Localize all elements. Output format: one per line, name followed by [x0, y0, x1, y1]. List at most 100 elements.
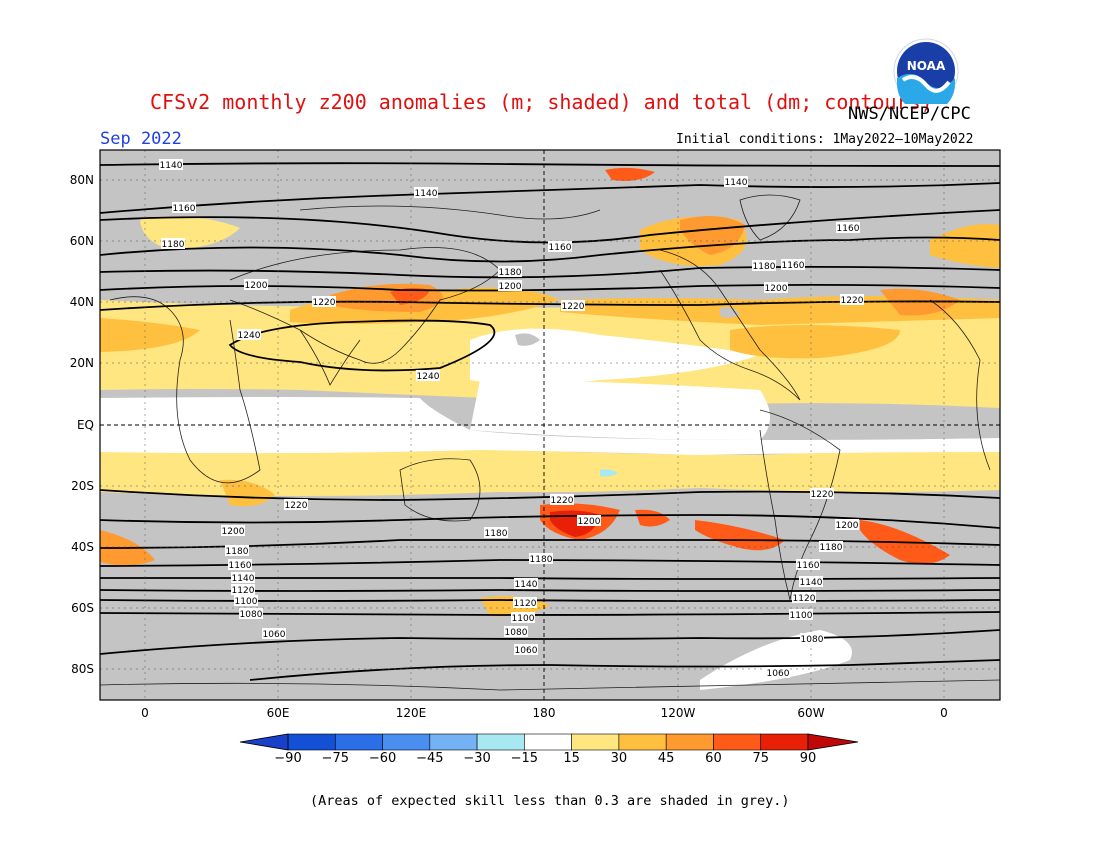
contour-label: 1160 — [229, 561, 252, 571]
contour-label: 1200 — [578, 517, 601, 527]
contour-label: 1220 — [313, 298, 336, 308]
colorbar-cell — [476, 733, 525, 751]
colorbar-tick-label: −60 — [368, 751, 397, 766]
contour-label-bg — [225, 545, 249, 556]
contour-label-bg — [561, 300, 585, 311]
colorbar — [239, 733, 859, 751]
contour-label: 1220 — [285, 501, 308, 511]
contour-label: 1200 — [245, 281, 268, 291]
lat-label: 80S — [71, 662, 94, 676]
contour-label: 1080 — [240, 610, 263, 620]
lat-label: 60S — [71, 601, 94, 615]
contour-label-bg — [529, 553, 553, 564]
contour-label: 1120 — [232, 586, 255, 596]
contour-label-bg — [796, 559, 820, 570]
contour-label-bg — [724, 176, 748, 187]
lon-label: 120W — [660, 706, 696, 720]
contour-label: 1080 — [801, 635, 824, 645]
contour-label-bg — [835, 519, 859, 530]
lon-label: 60W — [797, 706, 825, 720]
contour-label: 1140 — [232, 574, 255, 584]
contour-label: 1160 — [173, 204, 196, 214]
contour-label-bg — [159, 159, 183, 170]
contour-label: 1160 — [549, 243, 572, 253]
chart-title: CFSv2 monthly z200 anomalies (m; shaded)… — [150, 90, 933, 114]
contour-label: 1100 — [790, 611, 813, 621]
colorbar-tick-label: 60 — [705, 751, 722, 766]
contour-label-bg — [792, 592, 816, 603]
contour-label-bg — [262, 628, 286, 639]
contour-label-bg — [577, 515, 601, 526]
agency-label: NWS/NCEP/CPC — [848, 104, 971, 124]
colorbar-tick-label: 90 — [799, 751, 817, 766]
contour-label: 1160 — [782, 261, 805, 271]
contour-label-bg — [766, 667, 790, 678]
initial-conditions: Initial conditions: 1May2022—10May2022 — [676, 132, 974, 147]
contour-label-bg — [498, 266, 522, 277]
contour-label: 1200 — [499, 282, 522, 292]
colorbar-cell — [429, 733, 478, 751]
contour-label-bg — [221, 525, 245, 536]
contour-label-bg — [752, 260, 776, 271]
contour-label: 1180 — [530, 555, 553, 565]
colorbar-tick-label: 45 — [657, 751, 675, 766]
contour-label-bg — [414, 187, 438, 198]
contour-label: 1140 — [415, 189, 438, 199]
contour-label-bg — [513, 597, 537, 608]
contour-label: 1140 — [160, 161, 183, 171]
contour-label: 1240 — [238, 331, 261, 341]
contour-label: 1060 — [263, 630, 286, 640]
contour-label-bg — [800, 633, 824, 644]
lat-label: 40S — [71, 540, 94, 554]
contour-label-bg — [514, 644, 538, 655]
contour-label-bg — [799, 576, 823, 587]
graticule — [100, 150, 1000, 700]
lon-label: 120E — [395, 706, 427, 720]
contour-label-bg — [550, 494, 574, 505]
contour-label-bg — [161, 238, 185, 249]
noaa-logo-icon: NOAA — [893, 38, 959, 104]
lat-label: 40N — [69, 295, 94, 309]
lon-label: 0 — [940, 706, 948, 720]
contour-label-bg — [840, 294, 864, 305]
contour-label: 1180 — [753, 262, 776, 272]
colorbar-cell — [713, 733, 762, 751]
colorbar-cell — [382, 733, 431, 751]
contour-label: 1100 — [512, 614, 535, 624]
contour-label-bg — [284, 499, 308, 510]
contour-label: 1160 — [837, 224, 860, 234]
contour-label-bg — [239, 608, 263, 619]
colorbar-cell — [571, 733, 620, 751]
contour-label-bg — [781, 259, 805, 270]
colorbar-cell — [334, 733, 383, 751]
colorbar-tick-label: −15 — [510, 751, 539, 766]
footnote: (Areas of expected skill less than 0.3 a… — [310, 793, 790, 809]
lat-label: EQ — [76, 418, 94, 432]
contour-label-bg — [548, 241, 572, 252]
colorbar-tick-label: 30 — [610, 751, 628, 766]
contour-label: 1060 — [515, 646, 538, 656]
contour-label-bg — [244, 279, 268, 290]
contour-label: 1180 — [499, 268, 522, 278]
colorbar-cell — [524, 733, 572, 751]
contour-label: 1080 — [505, 628, 528, 638]
contour-label-bg — [498, 280, 522, 291]
contour-label: 1120 — [514, 599, 537, 609]
contour-label-bg — [810, 488, 834, 499]
contour-label-bg — [228, 559, 252, 570]
contour-label: 1120 — [793, 594, 816, 604]
contour-label: 1180 — [485, 529, 508, 539]
contour-label: 1180 — [162, 240, 185, 250]
contour-label: 1140 — [800, 578, 823, 588]
contour-label-bg — [416, 370, 440, 381]
colorbar-tick-label: −75 — [321, 751, 349, 766]
contour-labels: 1140 1140 1140 1160 1160 1160 1160 1180 1180 1180… — [159, 159, 864, 679]
contour-label-bg — [836, 222, 860, 233]
colorbar-tick-label: −30 — [463, 751, 491, 766]
contour-label-bg — [819, 541, 843, 552]
contour-label-bg — [514, 578, 538, 589]
contour-label-bg — [231, 584, 255, 595]
contour-label: 1180 — [820, 543, 843, 553]
contour-label: 1180 — [226, 547, 249, 557]
map-frame — [99, 149, 1001, 701]
